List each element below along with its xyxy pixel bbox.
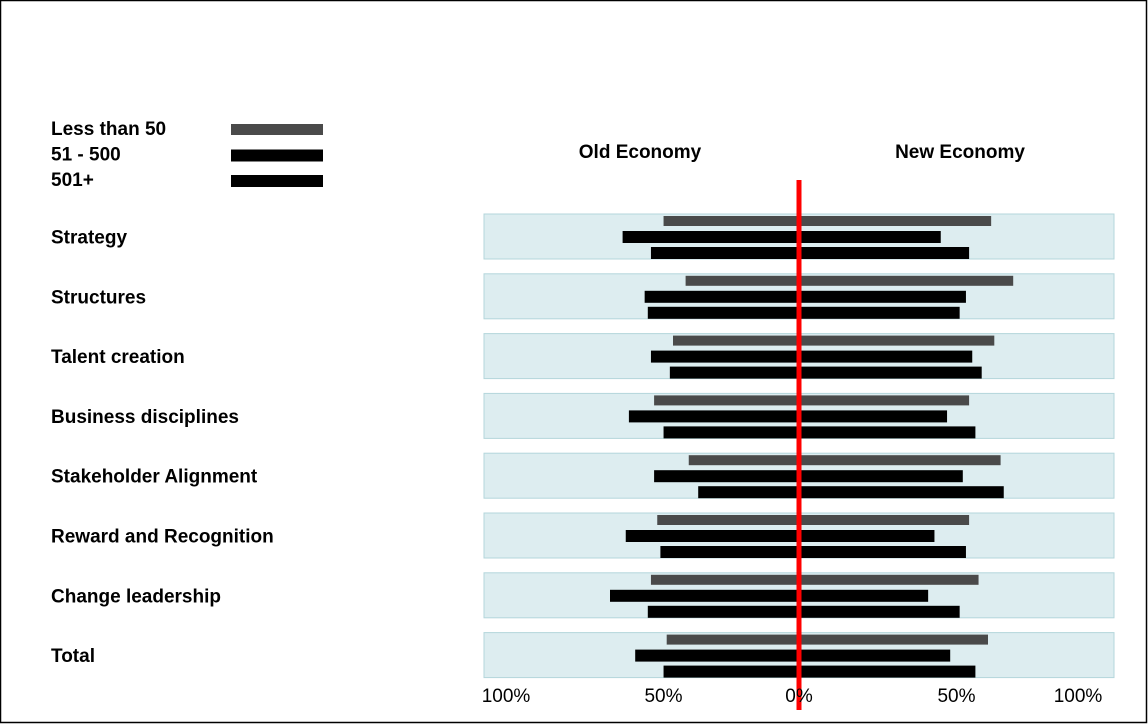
left-title: Old Economy: [579, 142, 702, 163]
right-title: New Economy: [895, 142, 1025, 163]
legend-swatch: [231, 149, 323, 162]
category-label: Stakeholder Alignment: [51, 467, 258, 488]
bar-new: [799, 216, 992, 226]
bar-new: [799, 470, 963, 483]
bar-old: [647, 306, 799, 319]
zero-line: [796, 180, 802, 710]
bar-old: [650, 350, 799, 363]
bar-old: [635, 649, 799, 662]
legend-swatch: [231, 124, 323, 135]
bar-new: [799, 574, 979, 585]
bar-old: [650, 574, 799, 585]
bar-old: [654, 470, 799, 483]
bar-old: [650, 247, 799, 259]
bar-new: [799, 275, 1014, 286]
bar-new: [799, 530, 935, 542]
bar-new: [799, 546, 966, 558]
bar-old: [673, 335, 799, 346]
bar-new: [799, 455, 1001, 466]
bar-old: [654, 395, 799, 406]
category-label: Talent creation: [51, 347, 185, 368]
legend-swatch: [231, 175, 323, 187]
bar-old: [685, 275, 799, 286]
bar-new: [799, 395, 970, 406]
bar-old: [644, 290, 799, 303]
bar-old: [698, 486, 799, 499]
bar-new: [799, 634, 988, 645]
bar-old: [657, 515, 799, 525]
bar-new: [799, 366, 982, 379]
x-tick-label: 0%: [785, 686, 813, 707]
bar-new: [799, 410, 948, 423]
legend-label: 501+: [51, 170, 94, 191]
x-tick-label: 100%: [1054, 686, 1103, 707]
category-label: Strategy: [51, 228, 127, 249]
x-tick-label: 50%: [937, 686, 975, 707]
bar-new: [799, 231, 941, 243]
x-tick-label: 50%: [644, 686, 682, 707]
category-label: Total: [51, 646, 95, 667]
category-label: Reward and Recognition: [51, 527, 274, 548]
bar-new: [799, 306, 960, 319]
bar-new: [799, 426, 976, 439]
bar-new: [799, 665, 976, 678]
legend-label: 51 - 500: [51, 145, 121, 166]
bar-old: [663, 216, 799, 226]
bar-old: [622, 231, 799, 243]
bar-new: [799, 649, 951, 662]
category-label: Structures: [51, 287, 146, 308]
category-label: Business disciplines: [51, 407, 239, 428]
bar-old: [660, 546, 799, 558]
bar-old: [625, 530, 799, 542]
bar-old: [663, 426, 799, 439]
bar-new: [799, 589, 929, 602]
bar-new: [799, 247, 970, 259]
bar-new: [799, 290, 966, 303]
bar-new: [799, 515, 970, 525]
bar-old: [647, 605, 799, 618]
bar-old: [669, 366, 799, 379]
bar-old: [628, 410, 799, 423]
bar-new: [799, 605, 960, 618]
category-label: Change leadership: [51, 586, 221, 607]
bar-new: [799, 350, 973, 363]
bar-new: [799, 486, 1004, 499]
legend-label: Less than 50: [51, 119, 166, 140]
bar-new: [799, 335, 995, 346]
bar-old: [610, 589, 799, 602]
bar-old: [666, 634, 799, 645]
bar-old: [663, 665, 799, 678]
bar-old: [688, 455, 799, 466]
x-tick-label: 100%: [482, 686, 531, 707]
